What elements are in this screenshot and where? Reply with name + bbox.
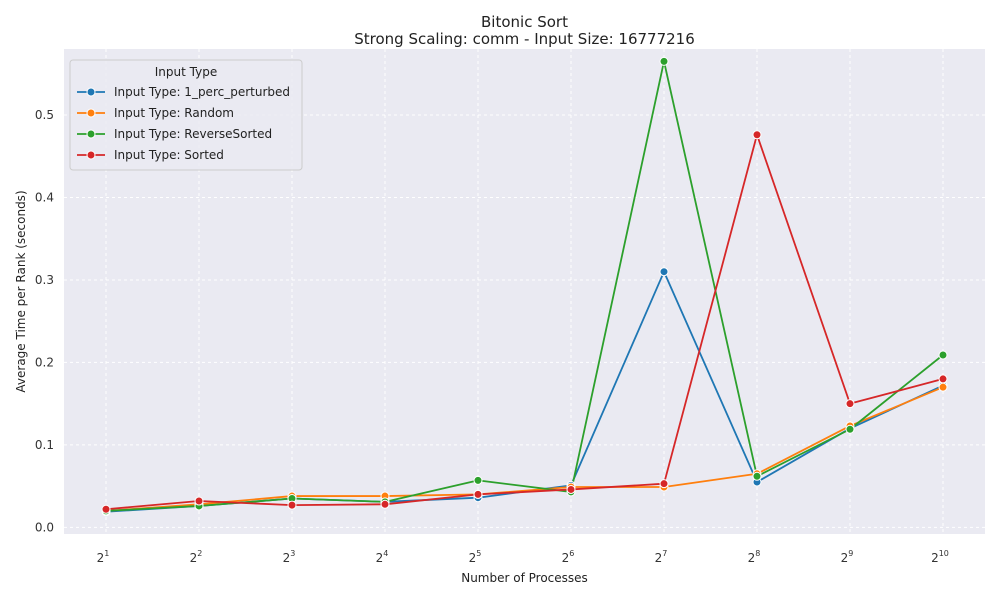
data-point-reversesorted (938, 350, 948, 360)
series-markers (101, 56, 948, 517)
legend-marker-swatch (86, 129, 96, 139)
x-tick-label: 24 (376, 549, 389, 565)
x-tick-label: 22 (190, 549, 203, 565)
legend-title: Input Type (155, 65, 217, 79)
x-tick-label: 26 (562, 549, 575, 565)
chart-title: Bitonic Sort (481, 13, 568, 31)
x-tick-label: 28 (748, 549, 761, 565)
data-point-random (938, 382, 948, 392)
data-point-sorted (101, 504, 111, 514)
data-point-reversesorted (752, 471, 762, 481)
data-point-sorted (659, 479, 669, 489)
x-tick-label: 25 (469, 549, 482, 565)
legend: Input Type Input Type: 1_perc_perturbedI… (69, 59, 303, 171)
y-tick-label: 0.0 (35, 520, 54, 534)
data-point-reversesorted (659, 56, 669, 66)
x-axis-ticks: 21 22 23 24 25 26 27 28 29 210 (97, 549, 949, 565)
series-line-random (105, 386, 944, 512)
data-point-sorted (287, 500, 297, 510)
data-point-sorted (752, 130, 762, 140)
data-point-sorted (380, 499, 390, 509)
legend-marker-swatch (86, 87, 96, 97)
legend-items: Input Type: 1_perc_perturbed Input Type: … (77, 85, 290, 162)
y-tick-label: 0.2 (35, 355, 54, 369)
legend-item-random: Input Type: Random (77, 106, 234, 120)
y-axis-ticks: 0.0 0.1 0.2 0.3 0.4 0.5 (35, 108, 54, 534)
x-tick-label: 21 (97, 549, 110, 565)
y-tick-label: 0.5 (35, 108, 54, 122)
data-point-sorted (938, 374, 948, 384)
legend-item-sorted: Input Type: Sorted (77, 148, 224, 162)
series-line-sorted (105, 133, 944, 511)
data-point-sorted (473, 489, 483, 499)
data-point-1-perc-perturbed (659, 267, 669, 277)
x-tick-label: 210 (931, 549, 949, 565)
x-tick-label: 27 (655, 549, 668, 565)
chart-subtitle: Strong Scaling: comm - Input Size: 16777… (354, 30, 695, 48)
legend-label: Input Type: Random (114, 106, 234, 120)
legend-item-1-perc-perturbed: Input Type: 1_perc_perturbed (77, 85, 290, 99)
legend-marker-swatch (86, 108, 96, 118)
legend-label: Input Type: ReverseSorted (114, 127, 272, 141)
data-point-reversesorted (845, 424, 855, 434)
data-point-sorted (566, 484, 576, 494)
x-axis-label: Number of Processes (461, 571, 588, 585)
legend-label: Input Type: Sorted (114, 148, 224, 162)
data-point-sorted (194, 496, 204, 506)
legend-item-reversesorted: Input Type: ReverseSorted (77, 127, 272, 141)
series-lines (105, 60, 944, 513)
data-point-sorted (845, 399, 855, 409)
y-tick-label: 0.3 (35, 273, 54, 287)
x-tick-label: 23 (283, 549, 296, 565)
x-tick-label: 29 (841, 549, 854, 565)
data-point-reversesorted (473, 475, 483, 485)
y-tick-label: 0.4 (35, 190, 54, 204)
y-axis-label: Average Time per Rank (seconds) (14, 190, 28, 392)
y-tick-label: 0.1 (35, 438, 54, 452)
legend-marker-swatch (86, 150, 96, 160)
legend-label: Input Type: 1_perc_perturbed (114, 85, 290, 99)
legend-box (69, 59, 303, 171)
